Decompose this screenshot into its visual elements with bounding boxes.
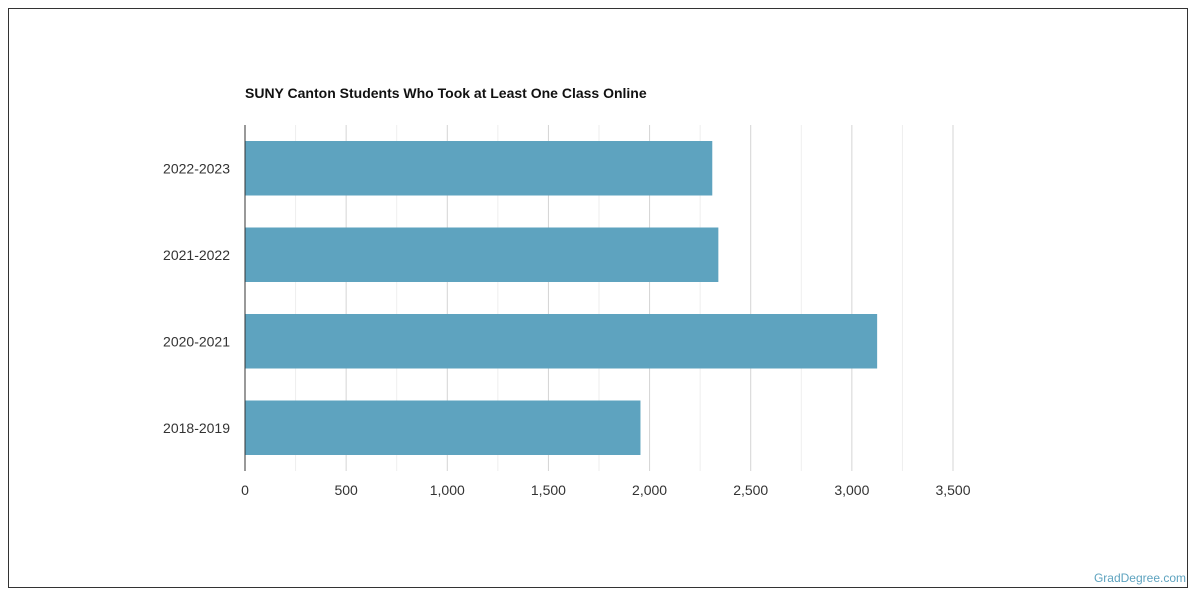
- x-tick-label: 500: [334, 482, 358, 498]
- x-tick-label: 1,000: [430, 482, 465, 498]
- bar-2021-2022: [245, 227, 719, 282]
- bars: [245, 141, 878, 455]
- bar-2022-2023: [245, 141, 713, 196]
- chart-frame: [8, 8, 1188, 588]
- x-tick-label: 0: [241, 482, 249, 498]
- x-tick-label: 3,000: [834, 482, 869, 498]
- source-credit-link[interactable]: GradDegree.com: [1093, 571, 1186, 585]
- chart-title: SUNY Canton Students Who Took at Least O…: [245, 85, 647, 101]
- axis-labels: 2022-2023 2021-2022 2020-2021 2018-2019 0 500…: [163, 160, 971, 498]
- x-tick-label: 1,500: [531, 482, 566, 498]
- y-tick-label: 2020-2021: [163, 333, 230, 349]
- bar-2020-2021: [245, 314, 878, 369]
- y-tick-label: 2022-2023: [163, 160, 230, 176]
- x-tick-label: 2,500: [733, 482, 768, 498]
- bar-2018-2019: [245, 400, 641, 455]
- y-tick-label: 2018-2019: [163, 420, 230, 436]
- y-tick-label: 2021-2022: [163, 247, 230, 263]
- x-tick-label: 2,000: [632, 482, 667, 498]
- x-tick-label: 3,500: [935, 482, 970, 498]
